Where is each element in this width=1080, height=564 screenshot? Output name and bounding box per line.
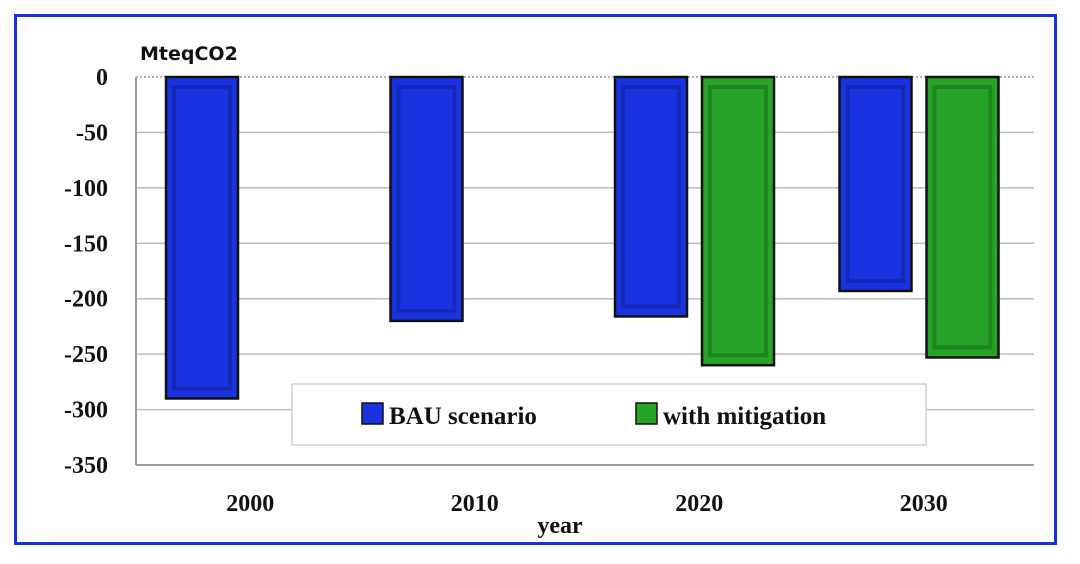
y-tick-labels: 0 -50 -100 -150 -200 -250 -300 -350 [64,65,108,479]
y-tick-label: -150 [64,231,108,257]
bars [164,75,1000,400]
y-tick-label: -50 [76,120,108,146]
y-tick-label: 0 [96,65,108,91]
legend-swatch-bau [361,402,384,425]
x-tick-label: 2020 [675,491,723,517]
x-tick-label: 2010 [451,491,499,517]
x-axis-label: year [537,513,583,539]
bar-2030-mitigation [925,75,1000,359]
y-tick-label: -200 [64,287,108,313]
y-axis-unit-label: MteqCO2 [140,43,238,65]
bar-2020-bau [613,75,689,318]
bar-2030-bau [838,75,913,293]
x-tick-labels: 2000 2010 2020 2030 [226,491,948,517]
legend-box [291,383,927,446]
legend-swatch-mitigation [635,402,658,425]
y-tick-label: -350 [64,453,108,479]
x-tick-label: 2030 [900,491,948,517]
bar-2000-bau [164,75,240,400]
y-tick-label: -300 [64,398,108,424]
axes [135,77,1034,466]
legend: BAU scenario with mitigation [291,383,927,446]
x-tick-label: 2000 [226,491,274,517]
legend-label-mitigation: with mitigation [663,403,826,430]
y-tick-label: -100 [64,176,108,202]
legend-label-bau: BAU scenario [389,403,537,430]
bar-2020-mitigation [700,75,776,367]
bar-2010-bau [389,75,464,323]
y-tick-label: -250 [64,342,108,368]
